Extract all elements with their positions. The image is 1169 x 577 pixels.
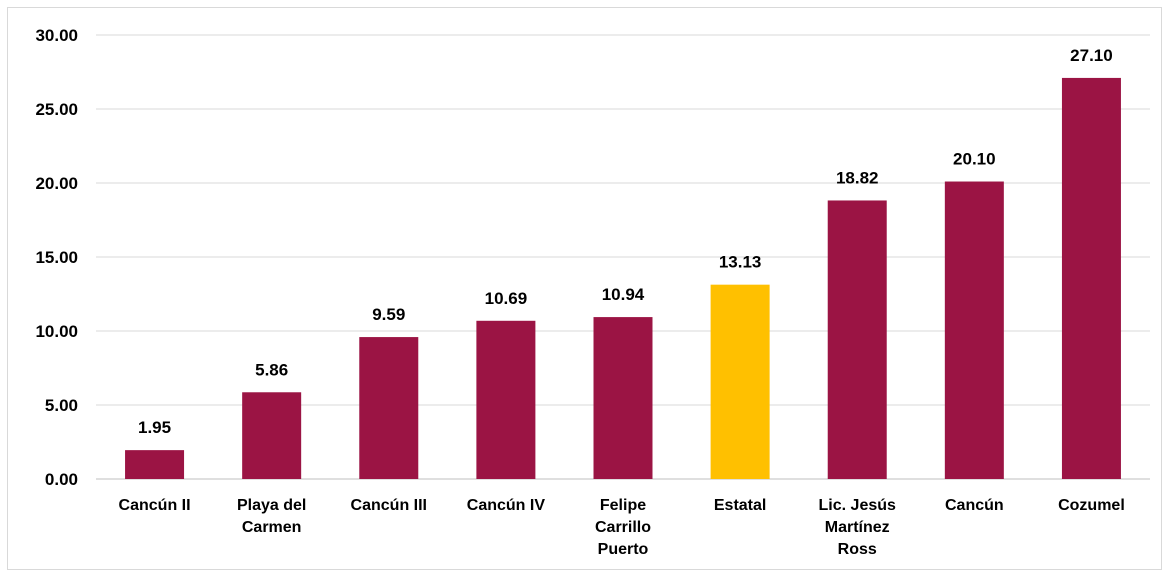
bar: [242, 392, 302, 479]
x-tick-label: Cancún II: [119, 497, 191, 514]
y-tick-label: 5.00: [45, 396, 78, 415]
bar: [710, 284, 770, 479]
y-axis-ticks: 0.00 5.00 10.00 15.00 20.00 25.00 30.00: [35, 26, 78, 489]
y-tick-label: 0.00: [45, 470, 78, 489]
x-tick-label: Playa del Carmen: [237, 497, 306, 536]
x-tick-label: Cozumel: [1058, 497, 1125, 514]
bar: [593, 317, 653, 479]
x-tick-label: Lic. Jesús Martínez Ross: [819, 497, 896, 558]
y-tick-label: 25.00: [35, 100, 78, 119]
data-label: 20.10: [953, 150, 996, 169]
value-labels: 1.95 5.86 9.59 10.69 10.94 13.13 18.82 20.10 27.…: [138, 46, 1113, 437]
y-tick-label: 10.00: [35, 322, 78, 341]
data-label: 10.69: [485, 289, 528, 308]
y-tick-label: 30.00: [35, 26, 78, 45]
x-axis-labels: Cancún II Playa del Carmen Cancún III Cancún…: [119, 497, 1125, 558]
data-label: 10.94: [602, 285, 645, 304]
x-tick-label: Cancún III: [351, 497, 427, 514]
bar: [359, 337, 419, 479]
y-tick-label: 20.00: [35, 174, 78, 193]
data-label: 1.95: [138, 418, 171, 437]
bar: [944, 181, 1004, 479]
bar: [827, 200, 887, 480]
x-tick-label: Estatal: [714, 497, 766, 514]
x-tick-label: Felipe Carrillo Puerto: [595, 497, 651, 558]
bar: [476, 320, 536, 479]
data-label: 9.59: [372, 305, 405, 324]
x-tick-label: Cancún: [945, 497, 1004, 514]
data-label: 27.10: [1070, 46, 1113, 65]
data-label: 18.82: [836, 168, 879, 187]
y-tick-label: 15.00: [35, 248, 78, 267]
bar: [125, 450, 185, 479]
data-label: 5.86: [255, 360, 288, 379]
x-tick-label: Cancún IV: [467, 497, 546, 514]
bars: [125, 77, 1121, 480]
bar: [1061, 77, 1121, 480]
data-label: 13.13: [719, 253, 762, 272]
